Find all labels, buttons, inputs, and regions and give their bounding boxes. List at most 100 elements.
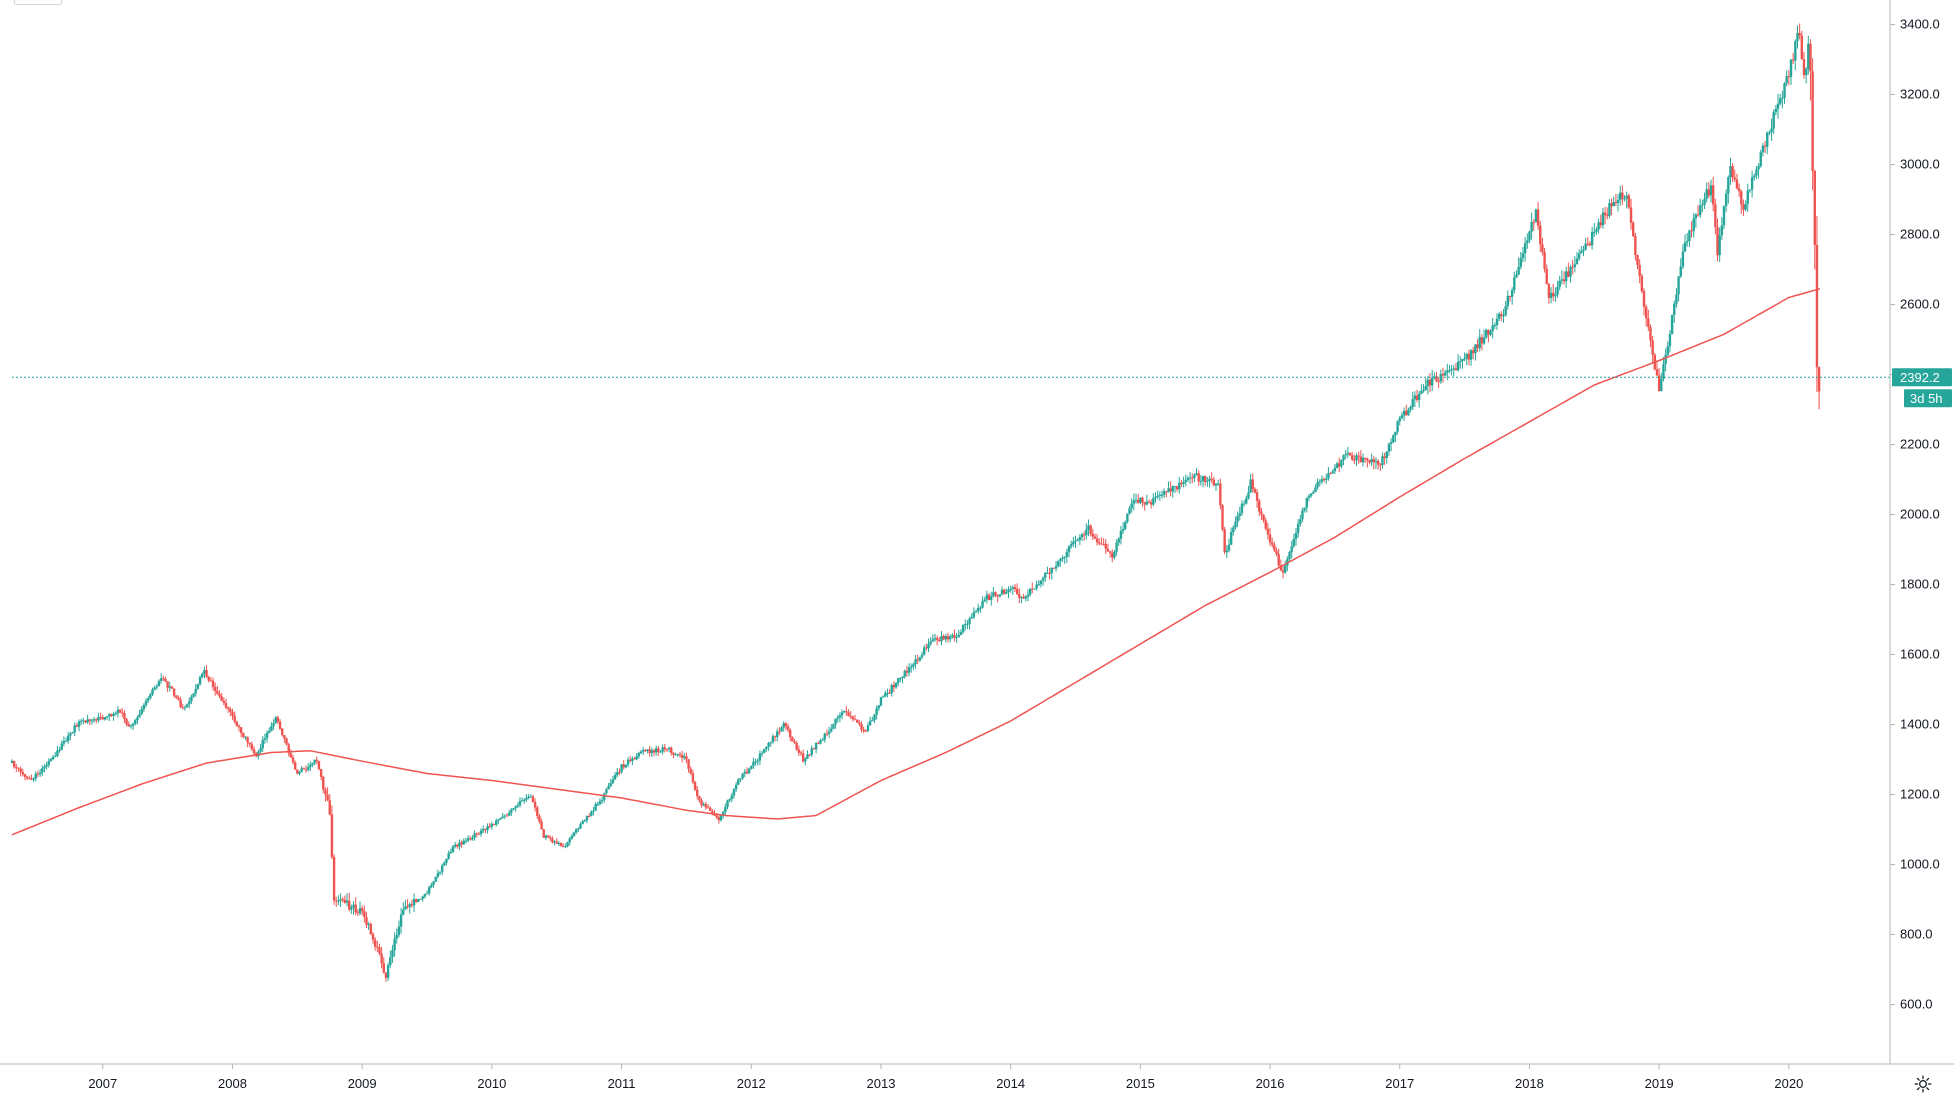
candle-down xyxy=(663,743,667,753)
candle-up xyxy=(1407,407,1410,416)
candle-up xyxy=(1303,507,1306,513)
candle-up xyxy=(1495,313,1499,330)
candle-down xyxy=(1273,541,1276,552)
candle-up xyxy=(1201,475,1205,488)
candle-up xyxy=(1178,477,1181,494)
candle-up xyxy=(1411,391,1414,411)
candle-up xyxy=(918,656,922,662)
candle-up xyxy=(1370,453,1373,467)
candle-down xyxy=(179,696,182,709)
candle-up xyxy=(951,633,954,639)
candle-down xyxy=(788,728,792,742)
candle-down xyxy=(797,745,801,756)
candle-down xyxy=(1632,221,1635,238)
candle-up xyxy=(1020,596,1023,604)
candle-up xyxy=(1119,525,1123,545)
candle-up xyxy=(114,711,117,716)
candle-down xyxy=(332,854,336,905)
candle-up xyxy=(1770,118,1773,141)
candle-up xyxy=(1078,534,1082,546)
candle-down xyxy=(1813,169,1816,270)
candle-up xyxy=(1305,497,1308,513)
candle-down xyxy=(1348,452,1352,456)
candle-down xyxy=(281,728,284,737)
candle-up xyxy=(922,644,926,656)
candle-down xyxy=(231,708,234,720)
candle-up xyxy=(1283,560,1287,574)
candle-down xyxy=(1221,504,1224,532)
candle-down xyxy=(862,726,865,734)
candle-up xyxy=(1206,476,1209,487)
candle-up xyxy=(873,713,876,724)
candle-down xyxy=(1264,517,1267,531)
candle-up xyxy=(1069,540,1073,549)
candle-down xyxy=(484,828,487,834)
candle-down xyxy=(99,712,102,721)
candle-up xyxy=(1701,199,1704,213)
candle-down xyxy=(1606,207,1609,220)
candle-up xyxy=(964,619,967,631)
candle-up xyxy=(763,748,766,754)
candle-up xyxy=(1007,586,1010,599)
candle-up xyxy=(1523,237,1527,262)
candle-down xyxy=(1791,52,1795,65)
candle-up xyxy=(631,756,634,765)
candle-up xyxy=(45,762,48,770)
candle-up xyxy=(1560,270,1564,285)
candle-up xyxy=(60,740,63,751)
candle-down xyxy=(121,707,124,718)
candle-up xyxy=(192,692,195,699)
candle-down xyxy=(672,752,675,759)
candle-up xyxy=(1720,217,1724,240)
candle-up xyxy=(311,762,314,768)
candle-up xyxy=(62,736,66,747)
candle-down xyxy=(1763,141,1767,154)
x-tick-label: 2016 xyxy=(1256,1076,1285,1091)
candle-up xyxy=(566,841,569,848)
candle-up xyxy=(890,683,893,697)
candle-down xyxy=(1372,456,1376,470)
candle-down xyxy=(291,754,295,765)
candle-up xyxy=(90,718,94,725)
candle-down xyxy=(477,832,481,835)
candle-up xyxy=(1528,230,1531,244)
candle-down xyxy=(1098,538,1101,546)
candle-up xyxy=(641,746,645,755)
candle-up xyxy=(836,714,839,723)
candle-up xyxy=(1564,266,1568,288)
candle-up xyxy=(557,841,561,846)
candle-up xyxy=(34,771,37,782)
candle-down xyxy=(382,957,385,974)
candle-up xyxy=(875,705,878,720)
candle-up xyxy=(108,713,111,722)
candle-up xyxy=(482,825,485,834)
candle-down xyxy=(246,736,249,748)
candle-down xyxy=(207,675,210,683)
candle-up xyxy=(270,722,273,732)
candle-down xyxy=(817,741,820,744)
candle-up xyxy=(1396,420,1399,435)
candle-down xyxy=(1621,185,1624,205)
candle-down xyxy=(994,591,997,598)
candle-up xyxy=(961,624,965,634)
candle-up xyxy=(702,802,705,807)
candle-up xyxy=(734,782,738,792)
candle-up xyxy=(1705,182,1708,203)
candle-up xyxy=(155,683,159,690)
candle-up xyxy=(998,594,1002,598)
candle-up xyxy=(397,920,401,938)
candle-up xyxy=(1729,157,1732,185)
candle-down xyxy=(302,767,306,770)
candle-up xyxy=(1199,475,1203,486)
candle-up xyxy=(1113,550,1116,560)
candle-up xyxy=(142,703,146,713)
candle-down xyxy=(542,828,545,838)
candle-down xyxy=(1644,304,1648,327)
candle-up xyxy=(514,805,517,812)
candle-up xyxy=(814,742,818,754)
chart-settings-button[interactable] xyxy=(1908,1070,1938,1098)
top-left-tab[interactable] xyxy=(14,0,62,5)
candle-up xyxy=(1683,234,1687,253)
